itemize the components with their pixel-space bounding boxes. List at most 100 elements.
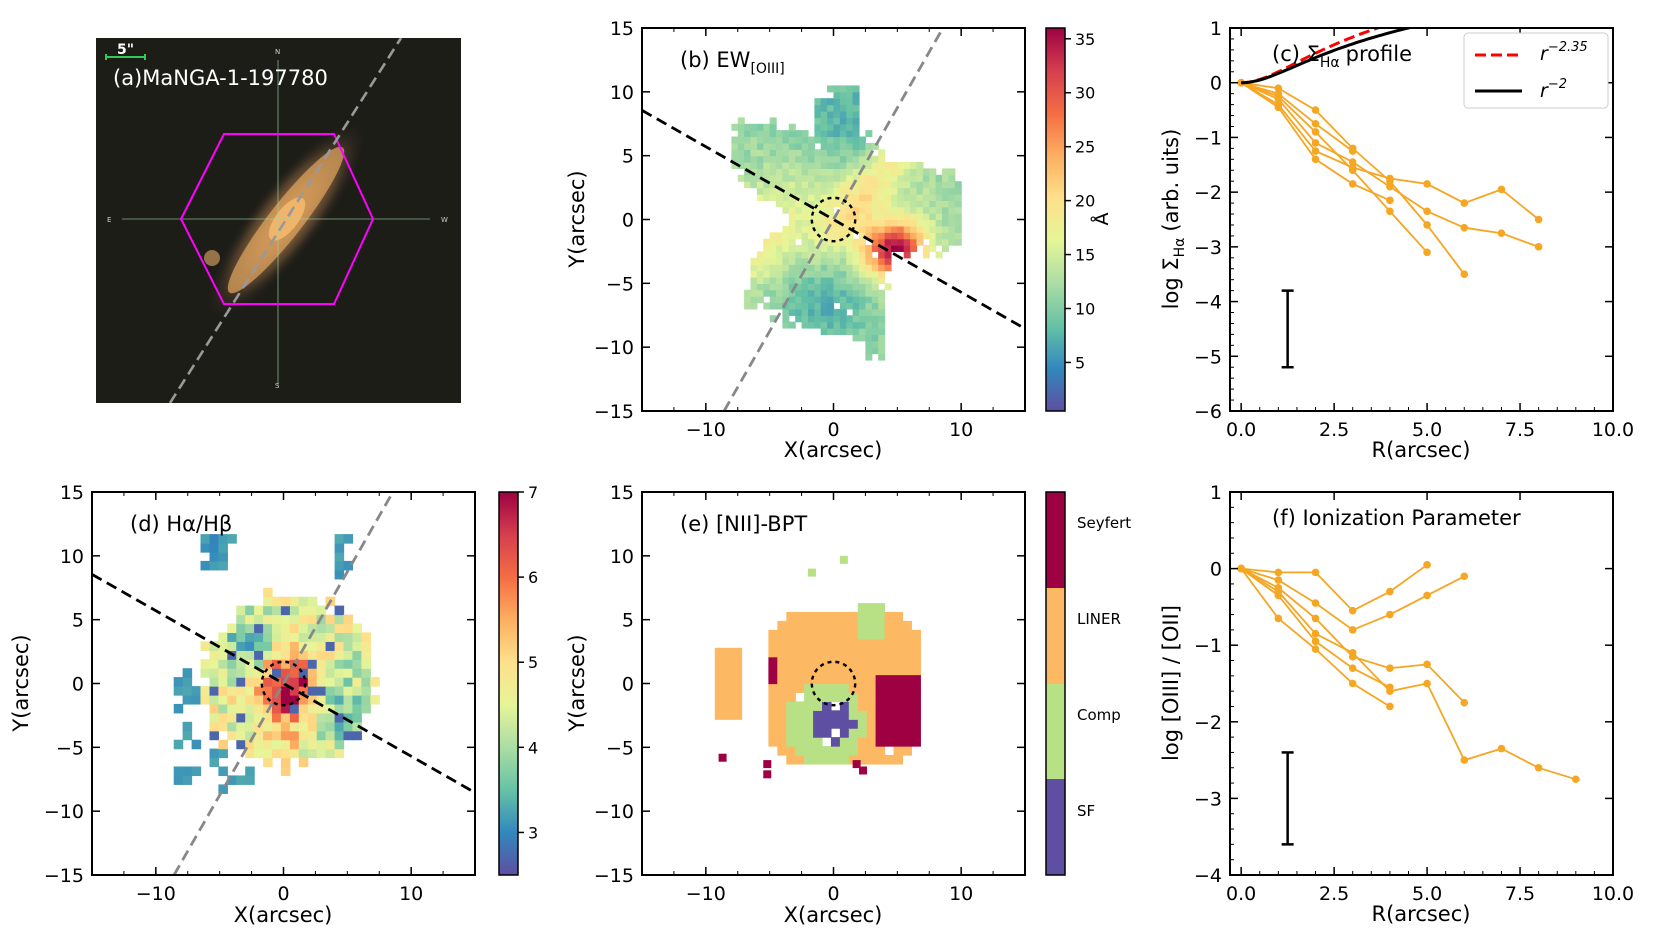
ew-pixel xyxy=(737,162,745,169)
bpt-pixel-comp xyxy=(795,746,805,756)
balmer-pixel xyxy=(280,623,291,634)
ew-pixel xyxy=(929,206,937,214)
ew-pixel xyxy=(814,136,822,144)
ew-pixel xyxy=(795,270,803,278)
ew-pixel xyxy=(788,219,796,227)
panel-f-ionization-profile: 0.0 2.5 5.0 7.5 10.0−4−3−2−101 (f) Ionizatio… xyxy=(1159,482,1634,926)
ew-pixel xyxy=(865,302,873,310)
bpt-pixel-liner xyxy=(768,719,778,729)
profile-point xyxy=(1460,199,1469,207)
ew-pixel xyxy=(756,283,764,291)
bpt-pixel-liner xyxy=(884,629,895,640)
balmer-pixel xyxy=(173,686,184,696)
y-tick-label: 1 xyxy=(1210,482,1222,504)
ew-pixel xyxy=(852,142,860,150)
balmer-pixel xyxy=(209,703,220,714)
ew-pixel xyxy=(801,257,809,265)
ew-pixel xyxy=(871,162,879,169)
ew-pixel xyxy=(859,155,866,163)
bpt-pixel-liner xyxy=(893,656,904,667)
ew-pixel xyxy=(922,174,930,182)
ew-pixel xyxy=(795,219,803,227)
ew-pixel xyxy=(929,187,937,195)
balmer-pixel xyxy=(289,686,300,696)
balmer-pixel xyxy=(263,757,273,768)
x-tick-label: 0 xyxy=(827,883,839,905)
balmer-pixel xyxy=(361,659,371,669)
balmer-pixel xyxy=(343,614,354,625)
ew-pixel xyxy=(833,277,841,284)
ew-pixel xyxy=(776,270,783,278)
bpt-pixel-seyfert xyxy=(875,728,886,738)
ew-pixel xyxy=(801,264,809,272)
bpt-pixel-liner xyxy=(813,612,823,622)
ew-pixel xyxy=(903,187,911,195)
bpt-pixel-seyfert xyxy=(893,728,904,738)
ew-pixel xyxy=(878,194,886,201)
ew-pixel xyxy=(839,296,847,304)
ew-pixel xyxy=(852,283,860,291)
ew-pixel xyxy=(776,238,783,246)
ew-pixel xyxy=(891,162,898,169)
ew-pixel xyxy=(827,155,835,163)
ew-pixel xyxy=(922,219,930,227)
ew-pixel xyxy=(782,155,790,163)
ew-pixel xyxy=(833,111,841,118)
ew-pixel xyxy=(935,181,943,189)
bpt-pixel-comp xyxy=(786,710,796,720)
ew-pixel xyxy=(878,162,886,169)
ew-pixel xyxy=(801,162,809,169)
panel-c-ylabel-subscript: Hα xyxy=(1172,238,1188,258)
ew-pixel xyxy=(756,136,764,144)
bpt-pixel-liner xyxy=(875,638,886,649)
ew-pixel xyxy=(776,136,783,144)
ew-pixel xyxy=(922,200,930,208)
ew-pixel xyxy=(756,289,764,297)
ew-colorbar-tick-label: 5 xyxy=(1075,353,1085,372)
ew-pixel xyxy=(769,117,777,125)
ew-pixel xyxy=(782,200,790,208)
balmer-pixel xyxy=(254,730,264,741)
bpt-pixel-liner xyxy=(723,701,734,711)
balmer-pixel xyxy=(254,739,264,750)
ew-pixel xyxy=(839,91,847,99)
balmer-pixel xyxy=(209,534,220,544)
bpt-pixel-liner xyxy=(804,629,814,640)
ew-pixel xyxy=(839,219,847,227)
ew-pixel xyxy=(820,117,828,125)
bpt-pixel-liner xyxy=(857,665,868,676)
panel-c-ticks: 0.0 2.5 5.0 7.5 10.0−6−5−4−3−2−101 xyxy=(1194,18,1634,441)
y-tick-label: −10 xyxy=(594,337,634,359)
bpt-pixel-seyfert xyxy=(884,701,895,711)
profile-point xyxy=(1274,583,1283,592)
balmer-pixel xyxy=(263,686,273,696)
ew-pixel xyxy=(910,232,918,240)
ew-pixel xyxy=(808,302,815,310)
profile-point xyxy=(1348,626,1357,634)
ew-pixel xyxy=(833,283,841,291)
ew-pixel xyxy=(833,104,841,112)
ew-pixel xyxy=(948,187,956,195)
bpt-pixel-sf xyxy=(830,737,841,747)
profile-point xyxy=(1348,679,1357,688)
ew-pixel xyxy=(852,168,860,176)
ew-pixel xyxy=(910,225,918,233)
ew-pixel xyxy=(929,181,937,189)
ew-colorbar-tick-label: 10 xyxy=(1075,300,1095,319)
ew-pixel xyxy=(782,251,790,259)
bpt-pixel-liner xyxy=(830,656,841,667)
ew-pixel xyxy=(871,347,879,355)
balmer-pixel xyxy=(263,677,273,687)
ew-heatmap-cells xyxy=(731,85,962,361)
ew-pixel xyxy=(852,200,860,208)
ew-pixel xyxy=(827,130,835,138)
balmer-pixel xyxy=(361,650,371,660)
ew-pixel xyxy=(737,155,745,163)
bpt-pixel-comp xyxy=(822,692,832,702)
balmer-pixel xyxy=(182,695,193,705)
ew-pixel xyxy=(833,91,841,99)
ew-pixel xyxy=(891,213,898,221)
ew-pixel xyxy=(859,194,866,201)
